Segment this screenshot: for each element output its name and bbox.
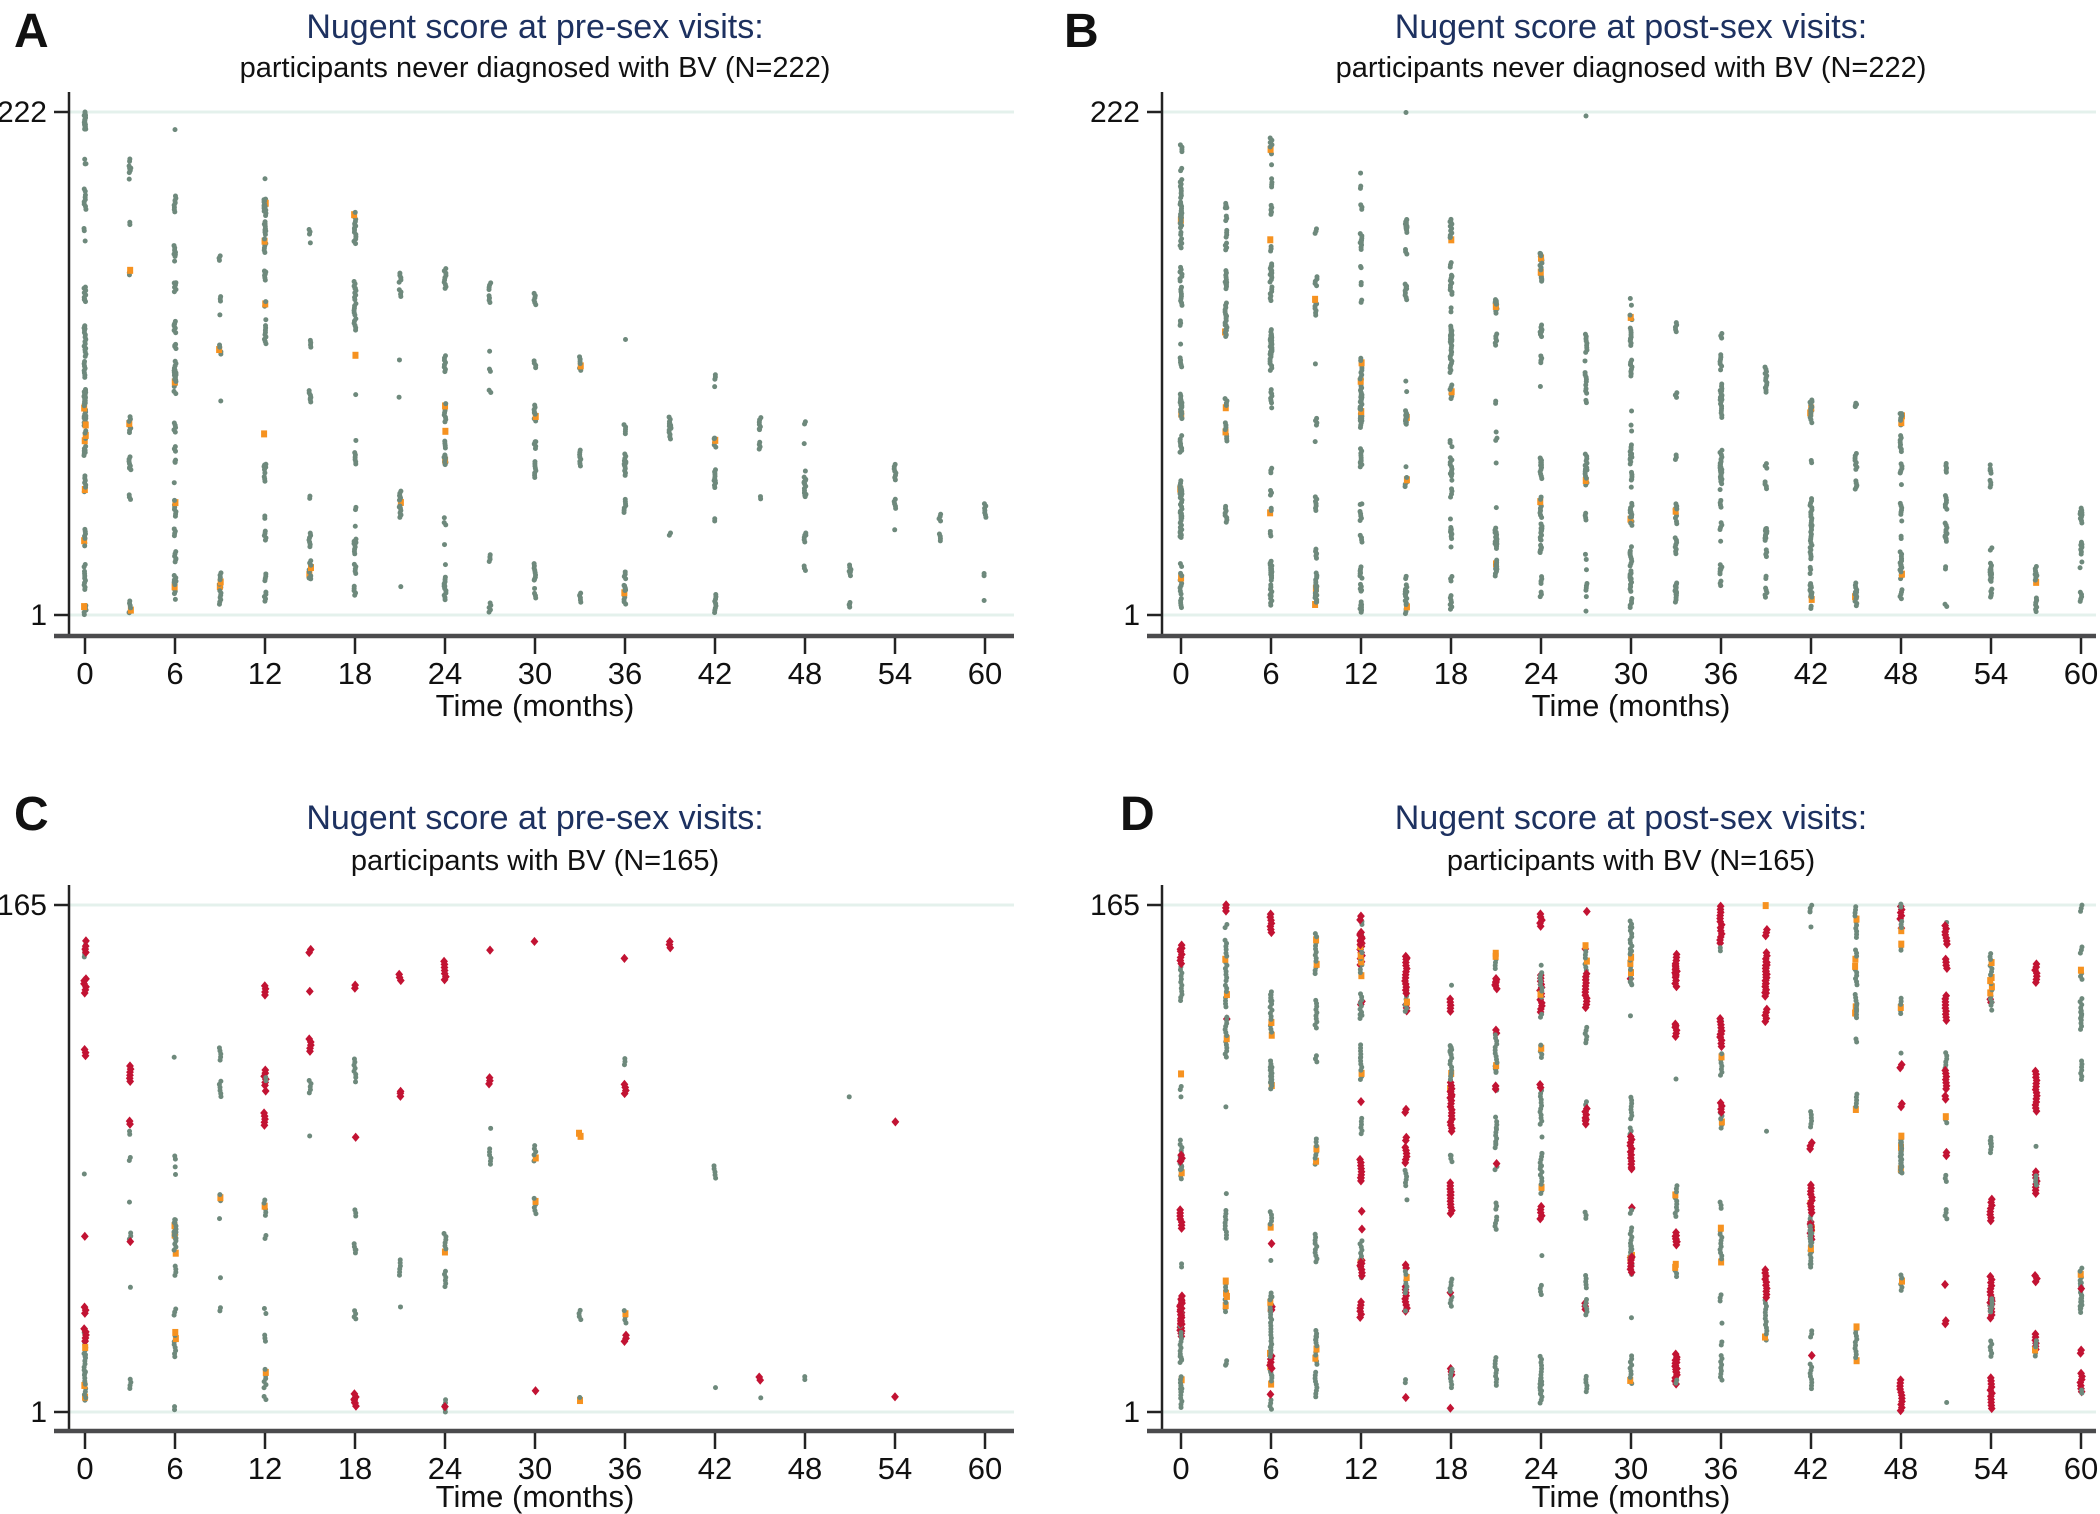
svg-text:30: 30 (518, 1451, 552, 1486)
svg-text:1: 1 (30, 599, 47, 632)
svg-text:60: 60 (2064, 656, 2098, 691)
svg-text:6: 6 (1262, 1451, 1279, 1486)
svg-text:48: 48 (1884, 656, 1918, 691)
svg-text:12: 12 (1344, 656, 1378, 691)
panel-b-letter: B (1064, 5, 1099, 58)
svg-text:48: 48 (788, 656, 822, 691)
svg-text:12: 12 (248, 656, 282, 691)
svg-text:0: 0 (1172, 1451, 1189, 1486)
panel-c: C Nugent score at pre-sex visits: partic… (0, 757, 1050, 1514)
svg-text:6: 6 (1262, 656, 1279, 691)
svg-text:Time (months): Time (months) (1532, 1479, 1731, 1514)
svg-text:165: 165 (0, 889, 47, 922)
panel-a-title: Nugent score at pre-sex visits: (306, 8, 764, 46)
svg-text:36: 36 (608, 1451, 642, 1486)
svg-text:Time (months): Time (months) (1532, 688, 1731, 723)
panel-c-subtitle: participants with BV (N=165) (350, 845, 720, 877)
svg-text:24: 24 (1524, 656, 1558, 691)
svg-text:42: 42 (1794, 656, 1828, 691)
panel-b-title: Nugent score at post-sex visits: (1394, 8, 1868, 46)
svg-text:12: 12 (248, 1451, 282, 1486)
svg-text:6: 6 (166, 656, 183, 691)
svg-text:42: 42 (1794, 1451, 1828, 1486)
svg-text:165: 165 (1090, 889, 1140, 922)
panel-b-subtitle: participants never diagnosed with BV (N=… (1335, 52, 1927, 84)
svg-text:54: 54 (1974, 1451, 2008, 1486)
panel-c-scatter-plot: 165 10 6 12 18 24 30 36 42 48 54 60 Time (months) (0, 885, 1014, 1514)
panel-d-scatter-plot: 165 10 6 12 18 24 30 36 42 48 54 60 Time (months) (1090, 885, 2098, 1514)
svg-text:36: 36 (1704, 656, 1738, 691)
panel-a: A Nugent score at pre-sex visits: partic… (0, 0, 1050, 757)
panel-a-letter: A (14, 5, 49, 58)
svg-text:0: 0 (76, 656, 93, 691)
svg-text:24: 24 (428, 656, 462, 691)
svg-text:54: 54 (1974, 656, 2008, 691)
svg-text:18: 18 (1434, 656, 1468, 691)
svg-text:18: 18 (338, 1451, 372, 1486)
svg-text:54: 54 (878, 656, 912, 691)
panel-c-letter: C (14, 788, 49, 841)
panel-d-letter: D (1120, 788, 1155, 841)
svg-text:1: 1 (30, 1396, 47, 1429)
svg-text:48: 48 (1884, 1451, 1918, 1486)
svg-text:12: 12 (1344, 1451, 1378, 1486)
panel-d: D Nugent score at post-sex visits: parti… (1050, 757, 2100, 1514)
svg-text:0: 0 (1172, 656, 1189, 691)
panel-a-subtitle: participants never diagnosed with BV (N=… (239, 52, 831, 84)
svg-text:54: 54 (878, 1451, 912, 1486)
svg-text:1: 1 (1123, 599, 1140, 632)
svg-text:42: 42 (698, 1451, 732, 1486)
panel-b: B Nugent score at post-sex visits: parti… (1050, 0, 2100, 757)
svg-text:60: 60 (2064, 1451, 2098, 1486)
svg-text:24: 24 (428, 1451, 462, 1486)
svg-text:36: 36 (1704, 1451, 1738, 1486)
panel-d-title: Nugent score at post-sex visits: (1394, 799, 1868, 837)
panel-c-title: Nugent score at pre-sex visits: (306, 799, 764, 837)
svg-text:48: 48 (788, 1451, 822, 1486)
svg-text:6: 6 (166, 1451, 183, 1486)
svg-text:36: 36 (608, 656, 642, 691)
svg-text:30: 30 (1614, 656, 1648, 691)
svg-text:24: 24 (1524, 1451, 1558, 1486)
svg-text:222: 222 (0, 96, 47, 129)
svg-text:30: 30 (1614, 1451, 1648, 1486)
svg-text:60: 60 (968, 656, 1002, 691)
svg-text:42: 42 (698, 656, 732, 691)
svg-text:1: 1 (1123, 1396, 1140, 1429)
svg-text:Time (months): Time (months) (436, 688, 635, 723)
svg-text:222: 222 (1090, 96, 1140, 129)
svg-text:60: 60 (968, 1451, 1002, 1486)
panel-b-scatter-plot: 222 10 6 12 18 24 30 36 42 48 54 60 Time (months) (1090, 92, 2098, 723)
panel-d-subtitle: participants with BV (N=165) (1446, 845, 1816, 877)
svg-text:Time (months): Time (months) (436, 1479, 635, 1514)
svg-text:18: 18 (338, 656, 372, 691)
svg-text:30: 30 (518, 656, 552, 691)
panel-a-scatter-plot: 222 10 6 12 18 24 30 36 42 48 54 60 Time (months) (0, 92, 1014, 723)
svg-text:18: 18 (1434, 1451, 1468, 1486)
svg-text:0: 0 (76, 1451, 93, 1486)
